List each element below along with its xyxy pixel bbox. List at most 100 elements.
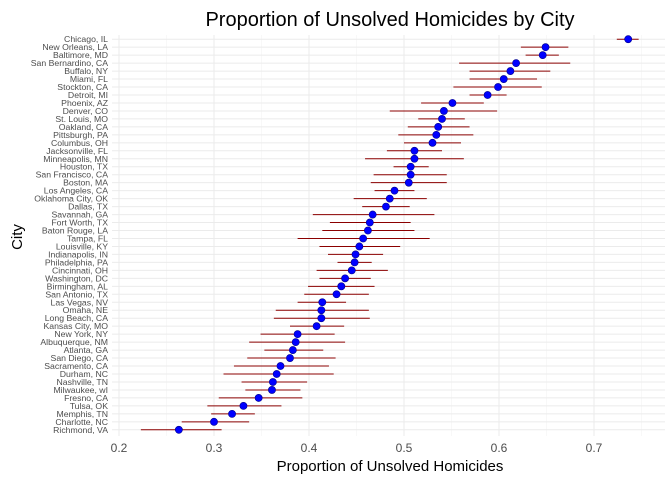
y-tick-label: Indianapolis, IN xyxy=(48,249,108,259)
y-tick-label: Charlotte, NC xyxy=(55,417,108,427)
y-tick-label: Sacramento, CA xyxy=(44,361,108,371)
data-point xyxy=(439,107,448,115)
data-point xyxy=(406,162,415,171)
data-point xyxy=(286,354,294,362)
y-tick-label: Dallas, TX xyxy=(68,202,108,212)
x-axis-ticks: 0.2 0.3 0.4 0.5 0.6 0.7 xyxy=(111,441,603,455)
y-tick-label: Columbus, OH xyxy=(51,138,108,148)
y-tick-label: Washington, DC xyxy=(45,273,108,283)
data-point xyxy=(288,346,297,354)
y-tick-label: Denver, CO xyxy=(63,106,109,116)
data-point xyxy=(538,51,547,60)
data-point xyxy=(432,130,441,139)
y-tick-label: Philadelphia, PA xyxy=(45,257,108,267)
data-point xyxy=(624,35,633,44)
x-tick-label: 0.6 xyxy=(491,441,508,455)
data-point xyxy=(268,386,276,394)
y-tick-label: Long Beach, CA xyxy=(45,313,108,323)
data-point xyxy=(351,250,360,259)
y-tick-label: San Antonio, TX xyxy=(45,289,108,299)
y-tick-label: Milwaukee, wI xyxy=(53,385,108,395)
data-point xyxy=(317,306,326,315)
chart-title: Proportion of Unsolved Homicides by City xyxy=(205,9,574,31)
data-point xyxy=(239,401,248,410)
y-tick-label: Boston, MA xyxy=(63,178,108,188)
data-point xyxy=(359,234,368,243)
data-point xyxy=(293,330,302,339)
data-point xyxy=(228,409,236,418)
data-point xyxy=(268,378,277,386)
grid xyxy=(112,35,665,436)
data-point xyxy=(541,43,550,52)
data-point xyxy=(312,322,321,331)
y-tick-label: Louisville, KY xyxy=(56,241,108,251)
y-tick-label: Fresno, CA xyxy=(64,393,108,403)
y-tick-label: Las Vegas, NV xyxy=(51,297,109,307)
data-point xyxy=(368,210,377,219)
data-point xyxy=(382,202,390,211)
y-tick-label: Baltimore, MD xyxy=(53,50,108,60)
y-tick-label: Oakland, CA xyxy=(59,122,108,132)
y-tick-label: New York, NY xyxy=(54,329,108,339)
data-point xyxy=(210,417,218,426)
y-tick-label: Memphis, TN xyxy=(57,409,109,419)
y-tick-label: Baton Rouge, LA xyxy=(42,226,108,236)
y-tick-label: Buffalo, NY xyxy=(64,66,108,76)
error-bars xyxy=(140,38,639,431)
y-tick-label: St. Louis, MO xyxy=(55,114,108,124)
data-point xyxy=(404,178,413,187)
data-point xyxy=(390,186,399,195)
y-tick-label: Los Angeles, CA xyxy=(44,186,108,196)
data-point xyxy=(499,75,508,83)
y-tick-label: Cincinnati, OH xyxy=(52,265,108,275)
y-tick-label: Omaha, NE xyxy=(63,305,109,315)
y-tick-label: Pittsburgh, PA xyxy=(53,130,108,140)
y-tick-label: Phoenix, AZ xyxy=(61,98,109,108)
x-tick-label: 0.7 xyxy=(586,441,603,455)
y-tick-label: Detroit, MI xyxy=(68,90,108,100)
y-tick-label: Jacksonville, FL xyxy=(46,146,108,156)
y-tick-label: Houston, TX xyxy=(60,162,108,172)
data-point xyxy=(410,146,419,155)
data-point xyxy=(494,83,502,91)
data-point xyxy=(428,138,437,147)
y-tick-label: Kansas City, MO xyxy=(43,321,108,331)
data-point xyxy=(438,115,446,123)
y-tick-label: Chicago, IL xyxy=(64,34,108,44)
y-tick-label: Oklahoma City, OK xyxy=(34,194,108,204)
data-point xyxy=(272,370,281,378)
data-point xyxy=(291,338,300,347)
y-tick-label: San Francisco, CA xyxy=(36,170,109,180)
data-point xyxy=(448,99,457,107)
y-tick-label: Tampa, FL xyxy=(67,233,108,243)
data-point xyxy=(317,314,326,323)
y-tick-label: Birmingham, AL xyxy=(47,281,108,291)
x-axis-title: Proportion of Unsolved Homicides xyxy=(277,458,504,475)
data-point xyxy=(350,258,359,267)
data-point xyxy=(506,67,515,75)
y-tick-label: Minneapolis, MN xyxy=(43,154,108,164)
data-point xyxy=(434,122,443,131)
x-tick-label: 0.2 xyxy=(111,441,128,455)
data-point xyxy=(410,154,419,163)
data-point xyxy=(363,226,372,235)
data-point xyxy=(512,59,520,68)
data-point xyxy=(276,362,285,370)
y-tick-label: Richmond, VA xyxy=(53,425,108,435)
y-tick-label: San Bernardino, CA xyxy=(31,58,108,68)
data-point xyxy=(406,170,415,179)
y-tick-label: Nashville, TN xyxy=(57,377,109,387)
data-point xyxy=(318,298,327,307)
y-tick-label: Stockton, CA xyxy=(57,82,108,92)
y-tick-label: New Orleans, LA xyxy=(42,42,108,52)
data-point xyxy=(332,290,341,299)
y-tick-label: Durham, NC xyxy=(60,369,108,379)
data-point xyxy=(365,218,374,227)
data-point xyxy=(483,91,492,99)
y-tick-label: Savannah, GA xyxy=(51,210,108,220)
y-tick-label: Albuquerque, NM xyxy=(40,337,108,347)
y-axis-title: City xyxy=(9,224,26,250)
data-point xyxy=(254,394,263,402)
